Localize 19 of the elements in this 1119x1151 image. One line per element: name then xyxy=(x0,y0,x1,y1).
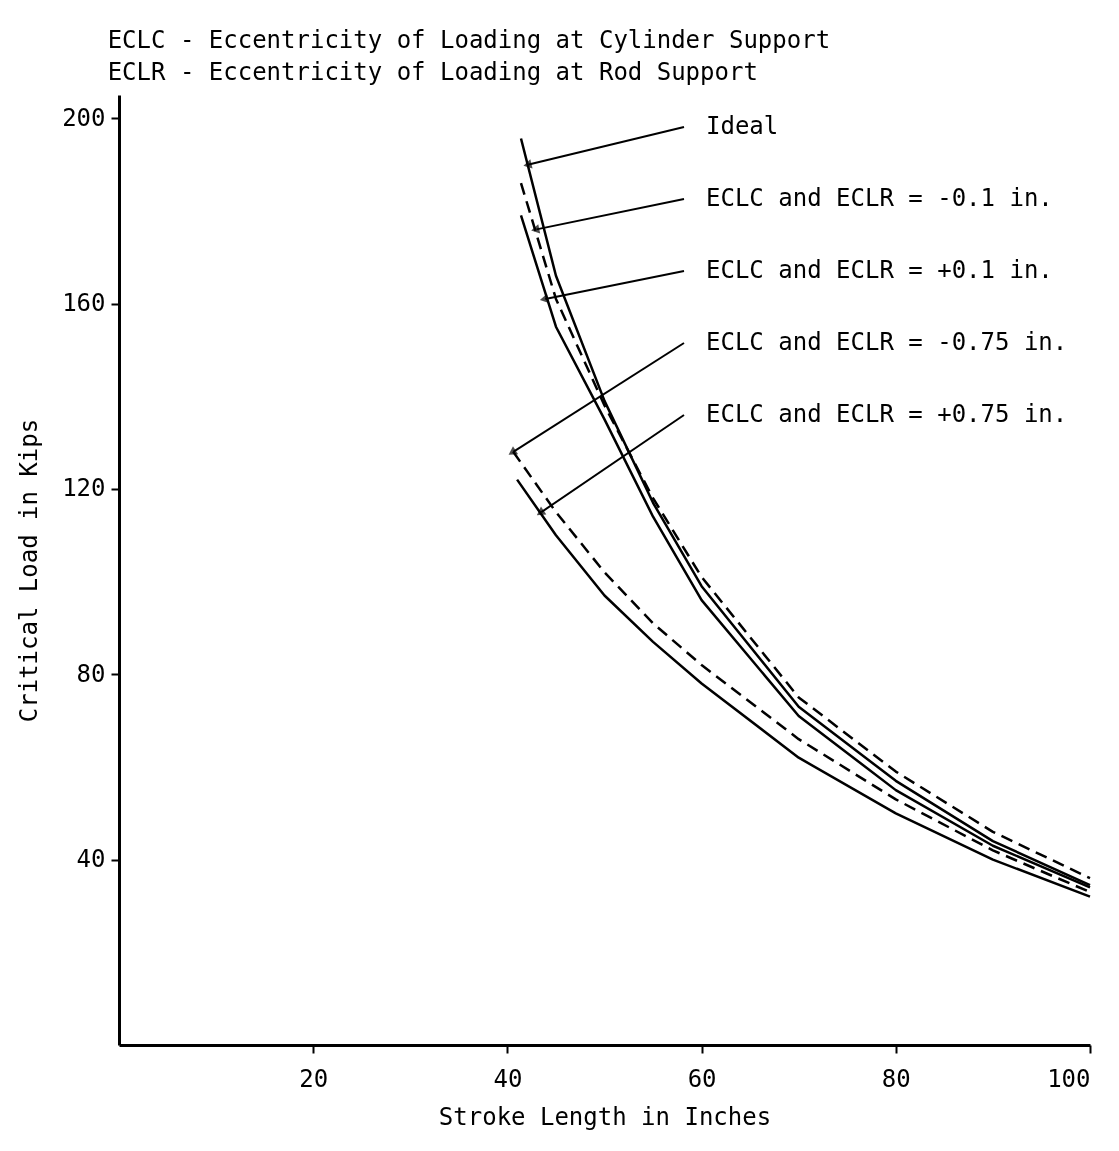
x-tick-label: 100 xyxy=(1047,1064,1091,1093)
y-tick-label: 120 xyxy=(62,474,106,503)
annotation: ECLC and ECLR = +0.1 in. xyxy=(706,256,1053,284)
chart-subtitle: ECLR - Eccentricity of Loading at Rod Support xyxy=(107,58,758,86)
annotation: Ideal xyxy=(706,112,779,140)
x-tick-label: 40 xyxy=(493,1064,523,1093)
y-tick-label: 200 xyxy=(62,103,106,132)
x-tick-label: 20 xyxy=(299,1064,329,1093)
y-tick-label: 160 xyxy=(62,289,106,318)
annotation: ECLC and ECLR = +0.75 in. xyxy=(706,400,1068,428)
y-tick-label: 40 xyxy=(76,845,106,874)
x-axis-title: Stroke Length in Inches xyxy=(438,1102,772,1131)
y-tick-label: 80 xyxy=(76,659,106,688)
annotation: ECLC and ECLR = -0.75 in. xyxy=(706,328,1068,356)
y-axis-title: Critical Load in Kips xyxy=(15,418,44,723)
chart-title: ECLC - Eccentricity of Loading at Cylinder Support xyxy=(107,26,831,54)
annotation: ECLC and ECLR = -0.1 in. xyxy=(706,184,1053,212)
x-tick-label: 80 xyxy=(881,1064,911,1093)
x-tick-label: 60 xyxy=(687,1064,717,1093)
